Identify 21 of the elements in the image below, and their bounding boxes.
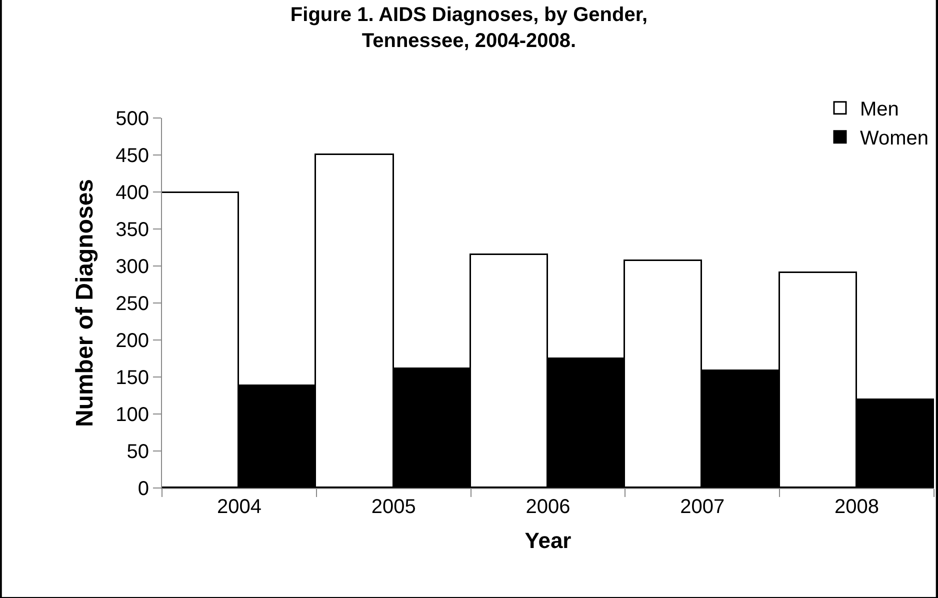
- chart-title: Figure 1. AIDS Diagnoses, by Gender, Tennessee, 2004-2008.: [290, 4, 648, 52]
- y-tick-label: 0: [138, 478, 149, 500]
- y-axis-title: Number of Diagnoses: [72, 178, 99, 428]
- x-tick-label: 2005: [371, 496, 416, 518]
- legend-label: Women: [860, 128, 929, 150]
- y-tick-label: 300: [116, 256, 149, 278]
- y-tick-label: 150: [116, 367, 149, 389]
- x-tick-label: 2008: [834, 496, 880, 518]
- x-tick-label: 2006: [526, 496, 570, 518]
- x-tick-label: 2007: [680, 496, 725, 518]
- x-tick-label: 2004: [216, 496, 262, 518]
- y-tick-label: 200: [116, 330, 149, 352]
- legend-label: Men: [860, 98, 899, 121]
- y-tick-label: 100: [116, 404, 149, 426]
- y-tick-label: 450: [116, 145, 149, 167]
- y-tick-label: 500: [116, 108, 149, 130]
- x-axis-title: Year: [524, 528, 572, 553]
- y-tick-label: 250: [116, 293, 149, 315]
- y-tick-label: 350: [116, 219, 149, 241]
- y-tick-label: 400: [116, 182, 149, 204]
- y-tick-label: 50: [126, 441, 149, 463]
